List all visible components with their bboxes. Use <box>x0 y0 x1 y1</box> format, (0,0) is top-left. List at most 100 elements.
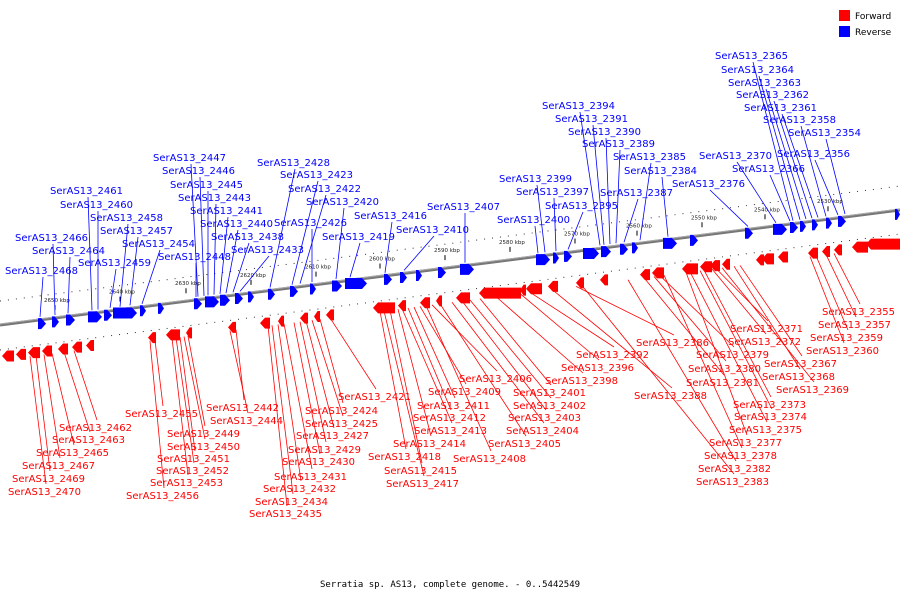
reverse-leader-line <box>52 243 56 315</box>
forward-gene-label: SerAS13_2405 <box>488 439 561 450</box>
forward-gene-label: SerAS13_2380 <box>688 364 761 375</box>
forward-gene-arrow <box>866 238 900 250</box>
reverse-gene-arrow <box>773 223 787 235</box>
reverse-gene-arrow <box>113 307 137 319</box>
reverse-leader-line <box>67 256 71 314</box>
legend-reverse-swatch <box>839 26 850 37</box>
forward-gene-arrow <box>300 312 308 324</box>
forward-gene-label: SerAS13_2357 <box>818 320 891 331</box>
forward-gene-label: SerAS13_2383 <box>696 477 769 488</box>
forward-gene-label: SerAS13_2469 <box>12 474 85 485</box>
reverse-gene-arrow <box>632 242 638 254</box>
reverse-gene-arrow <box>460 263 474 275</box>
forward-leader-line <box>461 300 547 411</box>
reverse-leader-line <box>299 194 327 284</box>
forward-leader-line <box>685 272 748 436</box>
genome-caption: Serratia sp. AS13, complete genome. - 0.… <box>320 580 580 590</box>
reverse-leader-line <box>269 168 296 288</box>
forward-gene-label: SerAS13_2449 <box>167 429 240 440</box>
forward-gene-arrow <box>373 302 395 314</box>
forward-leader-line <box>235 329 245 401</box>
forward-gene-label: SerAS13_2412 <box>413 413 486 424</box>
forward-leader-line <box>643 277 725 376</box>
forward-leader-line <box>171 337 189 476</box>
reverse-gene-arrow <box>205 296 219 308</box>
forward-leader-line <box>277 324 302 482</box>
reverse-gene-label: SerAS13_2361 <box>744 103 817 114</box>
forward-gene-arrow <box>600 274 608 286</box>
reverse-gene-label: SerAS13_2447 <box>153 153 226 164</box>
forward-gene-arrow <box>260 317 270 329</box>
forward-gene-arrow <box>2 350 14 362</box>
reverse-leader-line <box>384 221 393 273</box>
forward-gene-arrow <box>86 340 94 351</box>
reverse-gene-arrow <box>800 220 806 232</box>
reverse-gene-label: SerAS13_2440 <box>200 219 273 230</box>
backbone-highlight <box>0 208 900 325</box>
forward-leader-line <box>293 322 321 455</box>
forward-leader-line <box>35 355 51 472</box>
forward-gene-label: SerAS13_2415 <box>384 466 457 477</box>
forward-gene-label: SerAS13_2386 <box>636 338 709 349</box>
forward-gene-arrow <box>420 297 430 309</box>
forward-gene-label: SerAS13_2462 <box>59 423 132 434</box>
forward-leader-line <box>267 325 288 507</box>
reverse-gene-label: SerAS13_2358 <box>763 115 836 126</box>
reverse-gene-label: SerAS13_2384 <box>624 166 697 177</box>
reverse-leader-line <box>403 235 435 271</box>
forward-leader-line <box>299 321 327 443</box>
scale-tick-label: 2540 kbp <box>754 207 780 213</box>
forward-leader-line <box>63 351 91 433</box>
forward-leader-line <box>519 293 600 361</box>
forward-leader-line <box>283 323 313 470</box>
reverse-gene-arrow <box>553 252 559 264</box>
reverse-gene-label: SerAS13_2394 <box>542 101 615 112</box>
reverse-gene-arrow <box>838 215 846 227</box>
legend: Forward Reverse <box>839 10 892 38</box>
reverse-gene-arrow <box>248 291 254 303</box>
reverse-leader-line <box>119 223 129 307</box>
forward-gene-arrow <box>58 343 68 355</box>
reverse-leader-line <box>335 207 345 280</box>
reverse-gene-arrow <box>620 243 628 255</box>
forward-gene-label: SerAS13_2435 <box>249 509 322 520</box>
reverse-leader-line <box>773 100 813 219</box>
reverse-gene-label: SerAS13_2466 <box>15 233 88 244</box>
forward-gene-label: SerAS13_2375 <box>729 425 802 436</box>
forward-gene-arrow <box>640 269 650 281</box>
forward-leader-line <box>271 325 294 495</box>
forward-gene-label: SerAS13_2373 <box>733 400 806 411</box>
reverse-gene-label: SerAS13_2385 <box>613 152 686 163</box>
forward-gene-label: SerAS13_2427 <box>296 431 369 442</box>
forward-gene-arrow <box>700 261 712 273</box>
reverse-gene-label: SerAS13_2443 <box>178 193 251 204</box>
forward-gene-label: SerAS13_2369 <box>776 385 849 396</box>
forward-leader-line <box>397 309 432 437</box>
reverse-leader-line <box>661 176 669 237</box>
forward-gene-label: SerAS13_2465 <box>36 448 109 459</box>
reverse-leader-line <box>579 111 601 246</box>
reverse-gene-label: SerAS13_2464 <box>32 246 105 257</box>
forward-leader-line <box>149 340 165 489</box>
forward-leader-line <box>154 340 164 407</box>
forward-leader-line <box>305 320 335 429</box>
reverse-leader-line <box>814 159 839 216</box>
forward-leader-line <box>703 269 772 398</box>
reverse-gene-arrow <box>384 273 392 285</box>
forward-gene-label: SerAS13_2453 <box>150 478 223 489</box>
forward-gene-label: SerAS13_2402 <box>513 401 586 412</box>
forward-gene-label: SerAS13_2406 <box>459 374 532 385</box>
forward-gene-label: SerAS13_2377 <box>709 438 782 449</box>
reverse-gene-label: SerAS13_2410 <box>396 225 469 236</box>
reverse-leader-line <box>291 180 319 285</box>
forward-gene-arrow <box>228 321 236 333</box>
scale-tick-label: 2590 kbp <box>434 248 460 254</box>
reverse-gene-label: SerAS13_2433 <box>231 245 304 256</box>
forward-gene-arrow <box>808 247 818 259</box>
forward-leader-line <box>175 337 195 464</box>
reverse-gene-label: SerAS13_2419 <box>322 232 395 243</box>
reverse-gene-label: SerAS13_2438 <box>211 232 284 243</box>
forward-gene-arrow <box>436 295 442 307</box>
reverse-gene-arrow <box>332 280 342 292</box>
